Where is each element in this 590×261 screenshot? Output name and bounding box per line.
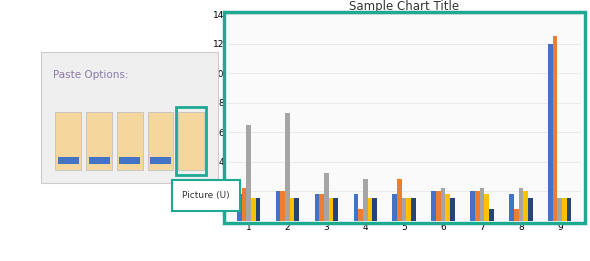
Bar — [484, 194, 489, 221]
Bar — [450, 198, 455, 221]
Bar — [397, 179, 402, 221]
Bar — [285, 113, 290, 221]
Bar — [255, 198, 260, 221]
Bar — [363, 179, 368, 221]
Bar — [558, 198, 562, 221]
Text: Paste Options:: Paste Options: — [53, 70, 129, 80]
Bar — [553, 37, 558, 221]
Bar — [276, 191, 280, 221]
Bar — [445, 194, 450, 221]
Bar — [280, 191, 285, 221]
Bar — [441, 188, 445, 221]
Bar — [402, 198, 407, 221]
Bar — [480, 188, 484, 221]
Bar — [329, 198, 333, 221]
Text: Picture (U): Picture (U) — [182, 191, 230, 200]
Bar — [514, 209, 519, 221]
Bar — [333, 198, 338, 221]
Bar — [548, 44, 553, 221]
Bar — [237, 194, 241, 221]
Bar — [372, 198, 377, 221]
Bar — [567, 198, 572, 221]
Bar — [519, 188, 523, 221]
Bar — [509, 194, 514, 221]
Bar — [392, 194, 397, 221]
Bar — [475, 191, 480, 221]
Title: Sample Chart Title: Sample Chart Title — [349, 0, 459, 13]
Bar — [314, 194, 319, 221]
Bar — [241, 188, 246, 221]
Bar — [324, 173, 329, 221]
Bar — [368, 198, 372, 221]
Bar — [290, 198, 294, 221]
Bar — [436, 191, 441, 221]
Bar — [407, 198, 411, 221]
Bar — [489, 209, 494, 221]
Bar — [319, 194, 324, 221]
Bar — [246, 125, 251, 221]
Bar — [358, 209, 363, 221]
Bar — [523, 191, 528, 221]
Bar — [431, 191, 436, 221]
Bar — [294, 198, 299, 221]
Bar — [251, 198, 255, 221]
Bar — [411, 198, 416, 221]
Bar — [353, 194, 358, 221]
Bar — [470, 191, 475, 221]
Bar — [562, 198, 567, 221]
Bar — [528, 198, 533, 221]
